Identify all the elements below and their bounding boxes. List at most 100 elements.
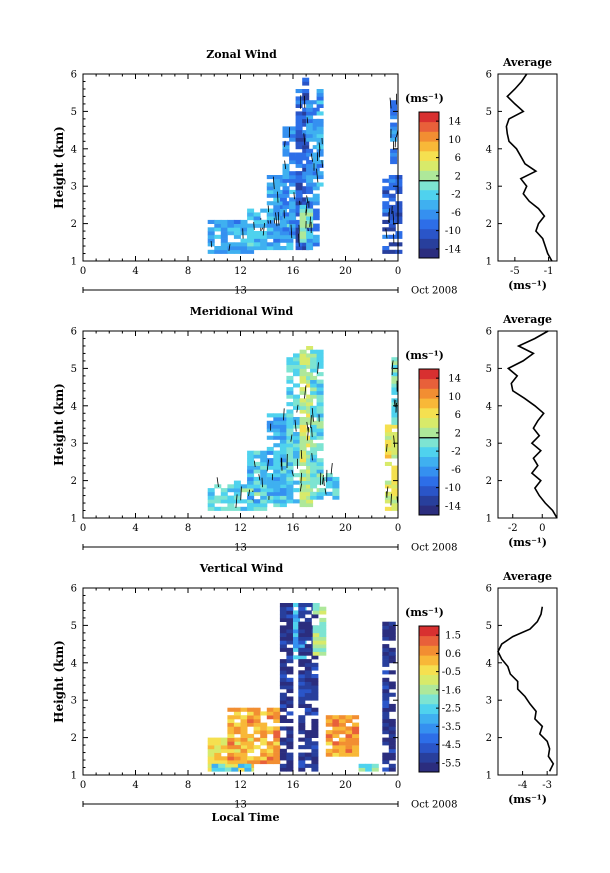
- data-cell: [273, 752, 281, 757]
- average-y-tick-label: 4: [486, 144, 492, 155]
- data-cell: [382, 756, 390, 761]
- data-cell: [388, 763, 396, 768]
- data-cell: [279, 703, 287, 708]
- data-cell: [279, 223, 287, 228]
- data-cell: [253, 450, 261, 455]
- contour-line: [248, 489, 250, 497]
- data-cell: [286, 360, 294, 365]
- data-cell: [316, 141, 324, 146]
- data-cell: [289, 231, 297, 236]
- data-cell: [384, 446, 392, 451]
- data-cell: [220, 741, 228, 746]
- data-cell: [299, 405, 307, 410]
- data-cell: [220, 219, 228, 224]
- data-cell: [279, 681, 287, 686]
- data-cell: [299, 409, 307, 414]
- data-cell: [260, 711, 268, 716]
- data-cell: [395, 231, 403, 236]
- x-tick-label: 8: [185, 266, 191, 277]
- data-cell: [319, 606, 327, 611]
- data-cell: [227, 249, 235, 254]
- data-cell: [279, 674, 287, 679]
- data-cell: [289, 216, 297, 221]
- contour-line: [284, 140, 286, 147]
- data-cell: [286, 640, 294, 645]
- data-cell: [266, 435, 274, 440]
- data-cell: [382, 625, 390, 630]
- data-cell: [384, 439, 392, 444]
- data-cell: [306, 357, 314, 362]
- data-cell: [253, 760, 261, 765]
- data-cell: [382, 741, 390, 746]
- data-cell: [310, 353, 318, 358]
- data-cell: [312, 193, 320, 198]
- data-cell: [306, 484, 314, 489]
- data-cell: [395, 201, 403, 206]
- data-cell: [293, 644, 300, 649]
- data-cell: [312, 234, 320, 239]
- data-cell: [260, 238, 268, 243]
- data-cell: [279, 428, 287, 433]
- data-cell: [345, 745, 353, 750]
- contour-line: [310, 415, 312, 428]
- data-cell: [298, 614, 306, 619]
- data-cell: [306, 103, 314, 108]
- data-cell: [240, 242, 248, 247]
- data-cell: [233, 231, 241, 236]
- data-cell: [302, 111, 310, 116]
- data-cell: [306, 364, 314, 369]
- data-cell: [273, 718, 281, 723]
- colorbar-tick-label: 14: [448, 117, 461, 128]
- data-cell: [298, 674, 306, 679]
- data-cell: [247, 737, 255, 742]
- data-cell: [282, 204, 290, 209]
- data-cell: [304, 603, 312, 608]
- data-cell: [211, 763, 219, 768]
- data-cell: [207, 767, 215, 772]
- data-cell: [279, 439, 287, 444]
- data-cell: [298, 651, 306, 656]
- colorbar-swatch: [419, 199, 439, 210]
- data-cell: [286, 439, 294, 444]
- data-cell: [310, 357, 318, 362]
- data-cell: [273, 238, 281, 243]
- data-cell: [382, 700, 390, 705]
- data-cell: [247, 733, 255, 738]
- data-cell: [286, 394, 294, 399]
- data-cell: [390, 103, 398, 108]
- x-tick-label: 12: [234, 266, 247, 277]
- data-cell: [390, 115, 398, 120]
- data-cell: [260, 461, 268, 466]
- data-cell: [289, 208, 297, 213]
- data-cell: [310, 364, 318, 369]
- data-cell: [295, 130, 303, 135]
- data-cell: [227, 495, 235, 500]
- data-cell: [306, 383, 314, 388]
- data-cell: [273, 424, 281, 429]
- data-cell: [293, 614, 300, 619]
- data-cell: [253, 745, 261, 750]
- data-cell: [299, 390, 307, 395]
- data-cell: [260, 495, 268, 500]
- data-cell: [384, 491, 392, 496]
- data-cell: [273, 745, 281, 750]
- x-axis-label: Local Time: [212, 811, 280, 824]
- x-tick-label: 20: [339, 523, 352, 534]
- data-cell: [306, 130, 314, 135]
- data-cell: [316, 118, 324, 123]
- data-cell: [306, 148, 314, 153]
- data-cell: [266, 756, 274, 761]
- data-cell: [240, 506, 248, 511]
- data-cell: [306, 167, 314, 172]
- data-cell: [391, 413, 399, 418]
- average-profile-line: [497, 606, 555, 772]
- data-cell: [293, 420, 300, 425]
- data-cell: [214, 756, 222, 761]
- data-cell: [273, 473, 281, 478]
- data-cell: [214, 227, 222, 232]
- data-cell: [325, 730, 333, 735]
- data-cell: [266, 212, 274, 217]
- data-cell: [306, 201, 314, 206]
- data-cell: [391, 420, 399, 425]
- data-cell: [306, 137, 314, 142]
